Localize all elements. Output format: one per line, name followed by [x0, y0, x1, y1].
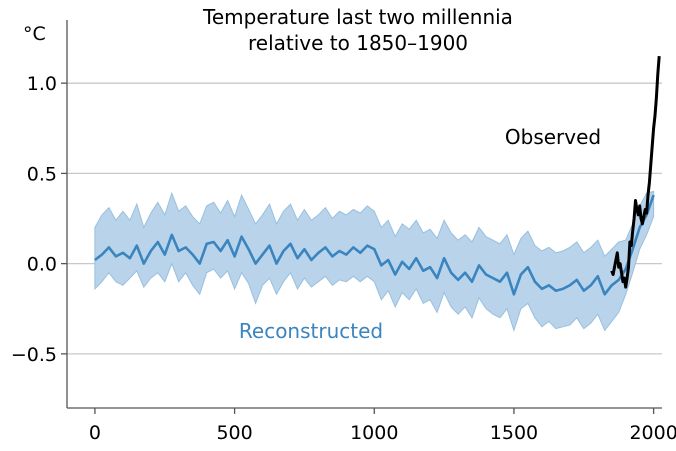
reconstructed-series-line: [94, 194, 655, 296]
observed-annotation: Observed: [505, 125, 601, 149]
x-tick-labels: 0 500 1000 1500 2000: [89, 408, 676, 444]
x-tick-label-4: 2000: [629, 422, 676, 444]
x-tick-label-2: 1000: [350, 422, 398, 444]
reconstructed-annotation: Reconstructed: [239, 319, 383, 343]
x-tick-label-1: 500: [216, 422, 252, 444]
x-tick-label-0: 0: [89, 422, 101, 444]
y-tick-labels: 1.0 0.5 0.0 −0.5: [11, 73, 67, 366]
reconstructed-uncertainty-band: [94, 190, 655, 333]
chart-title-line-1: Temperature last two millennia: [202, 5, 513, 29]
y-axis-unit-label: °C: [23, 23, 46, 45]
y-tick-label-1: 0.5: [27, 163, 57, 185]
axes: [66, 20, 662, 409]
observed-series-line: [610, 55, 661, 289]
y-tick-label-2: 0.0: [27, 254, 57, 276]
y-tick-label-0: 1.0: [27, 73, 57, 95]
chart-title-line-2: relative to 1850–1900: [248, 31, 468, 55]
x-tick-label-3: 1500: [490, 422, 538, 444]
y-tick-label-3: −0.5: [11, 344, 57, 366]
